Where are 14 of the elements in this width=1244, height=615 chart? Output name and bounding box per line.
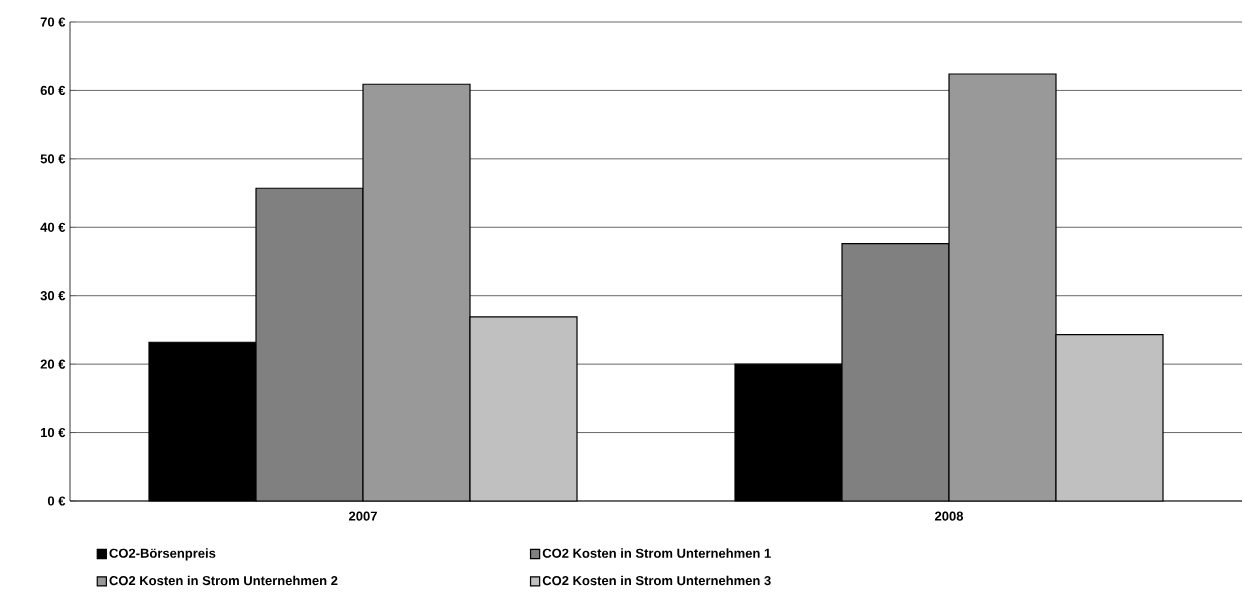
legend-label: CO2 Kosten in Strom Unternehmen 3 xyxy=(542,575,771,586)
x-tick-label: 2007 xyxy=(349,511,377,521)
y-tick-label: 20 € xyxy=(40,359,66,369)
y-tick-label: 40 € xyxy=(40,222,66,232)
y-tick-label: 70 € xyxy=(40,17,66,27)
x-tick-label: 2008 xyxy=(935,511,964,521)
y-tick-label: 50 € xyxy=(40,154,66,164)
legend-label: CO2-Börsenpreis xyxy=(109,548,216,561)
y-tick-label: 10 € xyxy=(40,427,66,438)
y-tick-label: 0 € xyxy=(47,496,66,506)
y-tick-label: 30 € xyxy=(40,291,66,301)
y-tick-label: 60 € xyxy=(40,85,66,96)
legend-label: CO2 Kosten in Strom Unternehmen 1 xyxy=(542,548,771,558)
legend-label: CO2 Kosten in Strom Unternehmen 2 xyxy=(109,575,338,586)
